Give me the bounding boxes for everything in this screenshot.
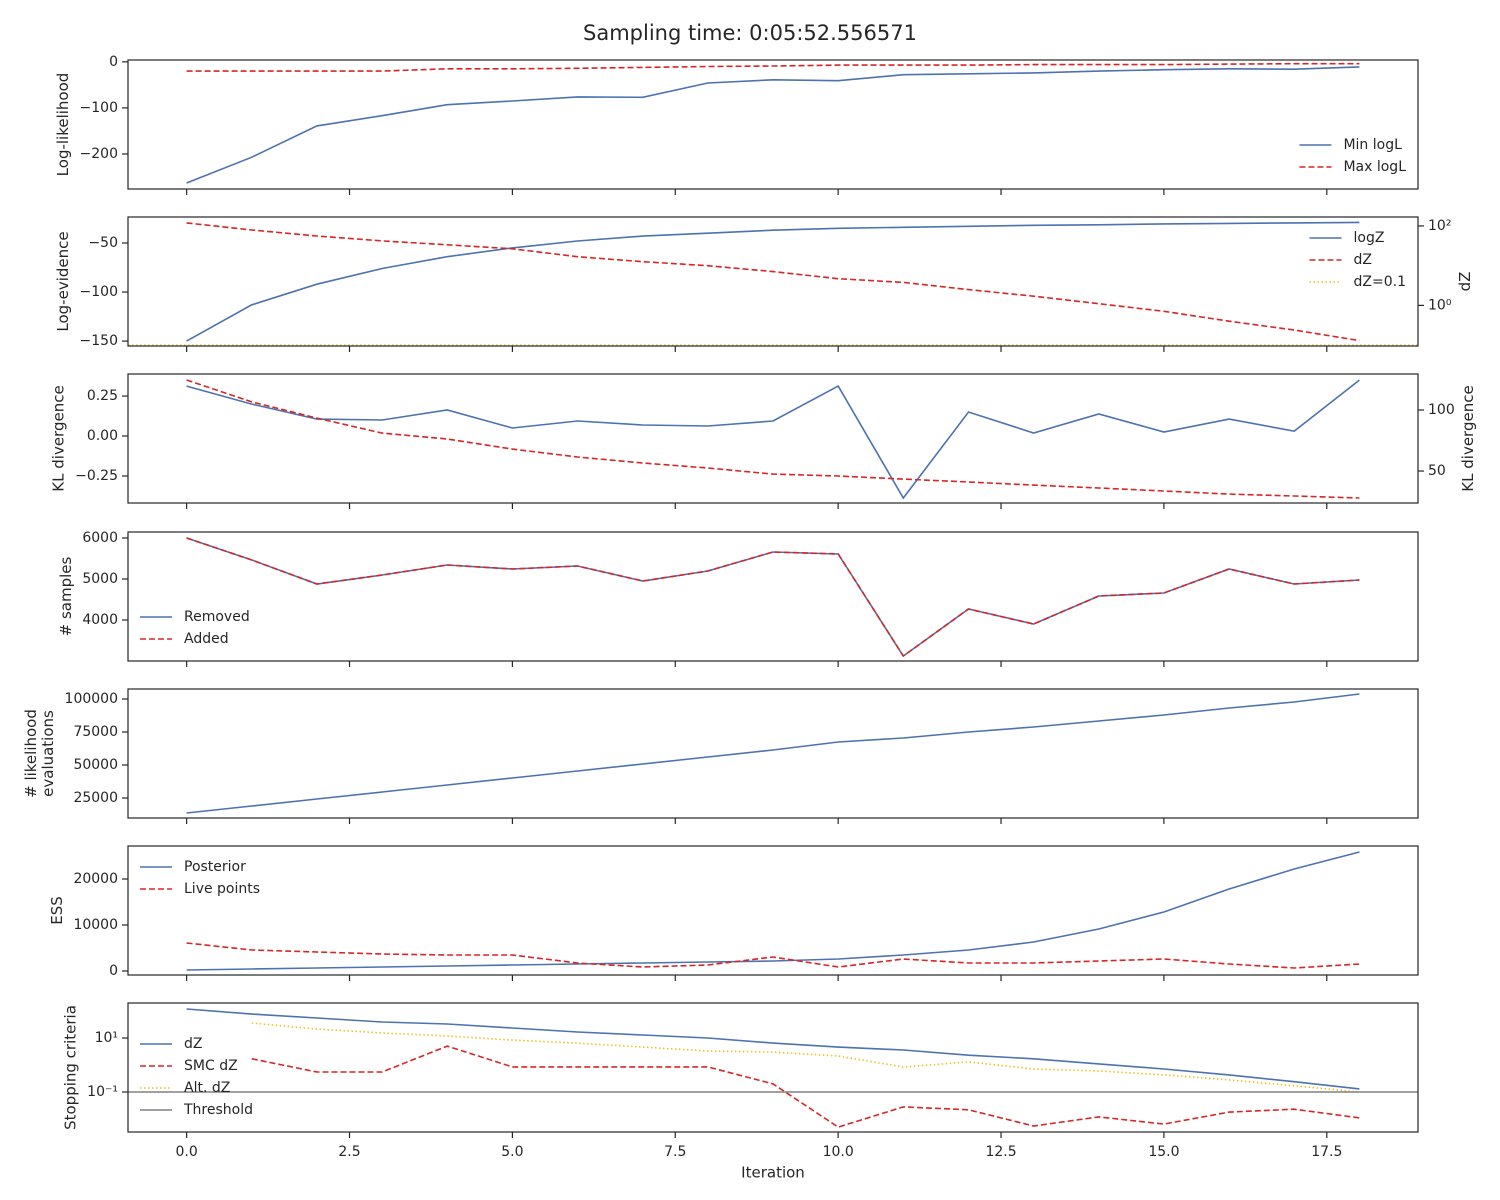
y-axis-label: Stopping criteria (62, 1005, 80, 1130)
legend-label: Posterior (184, 859, 246, 875)
y-axis-label: Log-likelihood (54, 73, 72, 177)
series-line (186, 379, 1360, 500)
y-tick-label: 25000 (73, 790, 118, 806)
y-tick-label: 0.00 (87, 428, 118, 444)
legend-label: dZ=0.1 (1354, 274, 1406, 290)
y-axis-label: # samples (57, 556, 75, 636)
y-tick-label: 5000 (82, 571, 118, 587)
legend-label: Alt. dZ (184, 1080, 230, 1096)
legend: Min logL Max logL (1299, 137, 1406, 175)
y-axis-label: KL divergence (50, 385, 68, 491)
legend: dZ SMC dZ Alt. dZ Threshold (140, 1036, 253, 1118)
y-tick-label: 50000 (73, 757, 118, 773)
legend-label: dZ (184, 1036, 202, 1052)
y-tick-label: 0.25 (87, 388, 118, 404)
x-tick-label: 7.5 (664, 1144, 686, 1160)
x-axis-label: Iteration (741, 1164, 805, 1182)
y2-tick-label: 10⁰ (1428, 297, 1452, 313)
x-tick-label: 12.5 (985, 1144, 1016, 1160)
y-axis-label: Log-evidence (54, 231, 72, 331)
legend: Posterior Live points (140, 859, 260, 897)
axes-frame (127, 531, 1419, 662)
y2-axis-label: dZ (1456, 272, 1474, 292)
y-axis-label: ESS (48, 896, 66, 925)
y-tick-label: −100 (80, 100, 118, 116)
legend-label: logZ (1354, 230, 1385, 246)
x-tick-label: 0.0 (176, 1144, 198, 1160)
series-line (186, 379, 1360, 499)
legend-label: dZ (1354, 252, 1372, 268)
axes-frame (127, 845, 1419, 976)
series-line (251, 1045, 1360, 1128)
series-line (186, 851, 1360, 971)
y2-tick-label: 100 (1428, 402, 1455, 418)
series-line (186, 62, 1360, 72)
legend: logZ dZ dZ=0.1 (1309, 230, 1406, 290)
axes-frame (127, 1002, 1419, 1133)
y-tick-label: 100000 (65, 691, 118, 707)
y-tick-label: 75000 (73, 724, 118, 740)
series-line (186, 537, 1360, 658)
y-tick-label: 10⁻¹ (87, 1084, 118, 1100)
series-line (186, 537, 1360, 658)
legend-label: Min logL (1343, 137, 1402, 153)
y-tick-label: 0 (109, 963, 118, 979)
legend-label: Live points (184, 881, 260, 897)
x-tick-label: 15.0 (1148, 1144, 1179, 1160)
y-tick-label: 6000 (82, 530, 118, 546)
axes-frame (127, 688, 1419, 819)
x-tick-label: 2.5 (338, 1144, 360, 1160)
axes-frame (127, 216, 1419, 347)
legend-label: SMC dZ (184, 1058, 238, 1074)
y-tick-label: 0 (109, 54, 118, 70)
y-tick-label: 10000 (73, 917, 118, 933)
x-tick-label: 17.5 (1311, 1144, 1342, 1160)
x-tick-label: 10.0 (823, 1144, 854, 1160)
y2-tick-label: 50 (1428, 463, 1446, 479)
series-line (186, 693, 1360, 814)
y2-tick-label: 10² (1428, 218, 1451, 234)
y-tick-label: −50 (88, 235, 118, 251)
y-tick-label: 20000 (73, 871, 118, 887)
y-axis-label: # likelihood (22, 709, 40, 798)
axes-frame (127, 59, 1419, 190)
series-line (186, 221, 1360, 342)
series-line (251, 1022, 1360, 1093)
series-line (186, 66, 1360, 184)
legend-label: Added (184, 631, 229, 647)
legend-label: Threshold (183, 1102, 253, 1118)
y2-axis-label: KL divergence (1459, 385, 1477, 491)
legend-label: Max logL (1343, 159, 1406, 175)
figure-title: Sampling time: 0:05:52.556571 (583, 21, 917, 45)
y-tick-label: −150 (80, 333, 118, 349)
legend: Removed Added (140, 609, 250, 647)
y-tick-label: 10¹ (95, 1030, 118, 1046)
legend-label: Removed (184, 609, 250, 625)
y-tick-label: −100 (80, 284, 118, 300)
y-axis-label: evaluations (39, 710, 57, 797)
series-line (186, 1008, 1360, 1090)
y-tick-label: −0.25 (75, 468, 118, 484)
series-line (186, 942, 1360, 969)
x-tick-label: 5.0 (501, 1144, 523, 1160)
y-tick-label: 4000 (82, 612, 118, 628)
series-line (186, 222, 1360, 342)
y-tick-label: −200 (80, 146, 118, 162)
axes-frame (127, 373, 1419, 504)
